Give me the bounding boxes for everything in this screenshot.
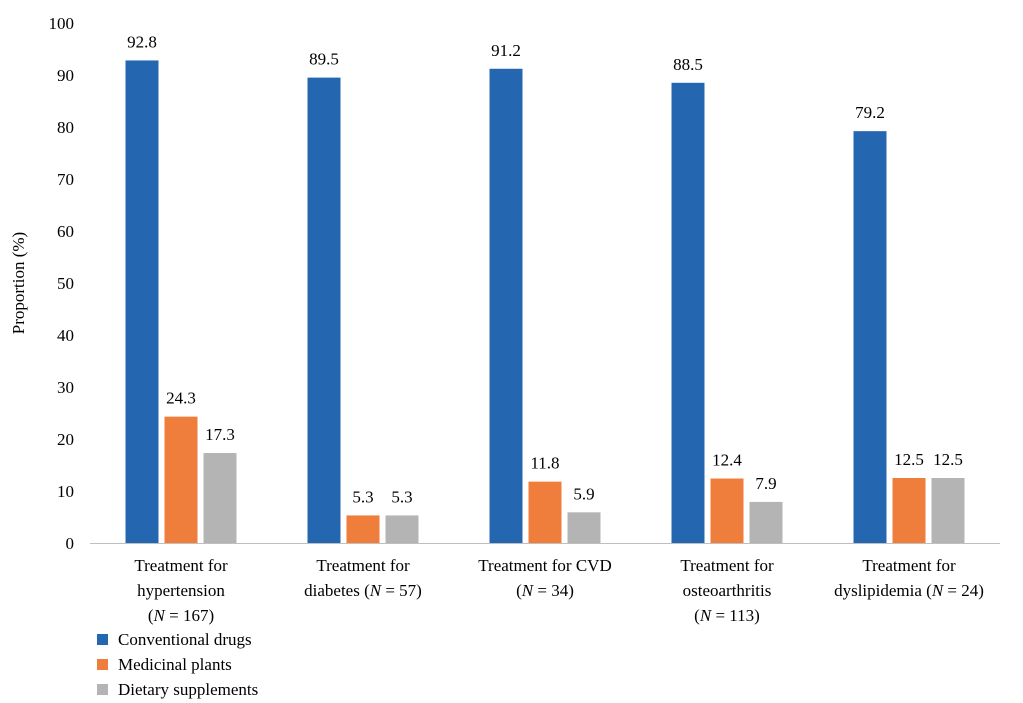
data-label: 11.8 (530, 454, 559, 473)
data-label: 17.3 (205, 425, 235, 444)
bar-conventional-drugs (489, 68, 523, 543)
category-label: Treatment for CVD (N = 34) (478, 556, 611, 600)
y-tick-label: 0 (66, 534, 75, 553)
data-label: 79.2 (855, 103, 885, 122)
y-tick-label: 60 (57, 222, 74, 241)
y-tick-label: 40 (57, 326, 74, 345)
bar-conventional-drugs (125, 60, 159, 543)
y-tick-label: 30 (57, 378, 74, 397)
category-label: Treatment for dyslipidemia (N = 24) (834, 556, 984, 600)
y-tick-label: 10 (57, 482, 74, 501)
y-tick-label: 50 (57, 274, 74, 293)
bar-medicinal-plants (528, 481, 562, 543)
category-label: Treatment for diabetes (N = 57) (304, 556, 422, 600)
bar-conventional-drugs (853, 131, 887, 543)
y-tick-label: 90 (57, 66, 74, 85)
y-axis-ticks: 0 10 20 30 40 50 60 70 80 90 100 (49, 14, 75, 553)
data-label: 5.3 (352, 487, 373, 506)
legend-entry: Dietary supplements (118, 680, 258, 699)
legend-entry: Conventional drugs (118, 630, 252, 649)
bar-medicinal-plants (710, 478, 744, 543)
bar-dietary-supplements (749, 501, 783, 543)
legend-swatch (97, 634, 108, 645)
bars (125, 60, 965, 544)
y-axis-title-group: Proportion (%) (9, 232, 28, 334)
data-label: 12.5 (933, 450, 963, 469)
data-label: 89.5 (309, 50, 339, 69)
bar-dietary-supplements (203, 453, 237, 543)
category-label: Treatment for hypertension (N = 167) (134, 556, 228, 625)
bar-medicinal-plants (164, 416, 198, 543)
bar-dietary-supplements (931, 478, 965, 543)
data-label: 5.9 (573, 484, 594, 503)
data-label: 91.2 (491, 41, 521, 60)
data-label: 24.3 (166, 389, 196, 408)
bar-medicinal-plants (892, 478, 926, 543)
bar-dietary-supplements (567, 512, 601, 543)
bar-dietary-supplements (385, 515, 419, 543)
data-label: 12.4 (712, 451, 742, 470)
y-axis-title: Proportion (%) (9, 232, 28, 334)
bar-conventional-drugs (671, 82, 705, 544)
data-label: 88.5 (673, 55, 703, 74)
legend-swatch (97, 684, 108, 695)
y-tick-label: 70 (57, 170, 74, 189)
data-label: 7.9 (755, 474, 776, 493)
legend-entry: Medicinal plants (118, 655, 232, 674)
data-label: 92.8 (127, 32, 157, 51)
bar-conventional-drugs (307, 77, 341, 543)
data-label: 5.3 (391, 487, 412, 506)
category-labels: Treatment for hypertension (N = 167) Treatm… (134, 556, 984, 625)
y-tick-label: 80 (57, 118, 74, 137)
y-tick-label: 100 (49, 14, 75, 33)
legend-swatch (97, 659, 108, 670)
y-tick-label: 20 (57, 430, 74, 449)
legend: Conventional drugs Medicinal plants Dietar… (97, 630, 258, 699)
category-label: Treatment for osteoarthritis (N = 113) (680, 556, 774, 625)
data-label: 12.5 (894, 450, 924, 469)
data-labels: 92.8 24.3 17.3 89.5 5.3 5.3 91.2 11.8 5.9 88.5 12.… (127, 32, 963, 506)
bar-medicinal-plants (346, 515, 380, 543)
